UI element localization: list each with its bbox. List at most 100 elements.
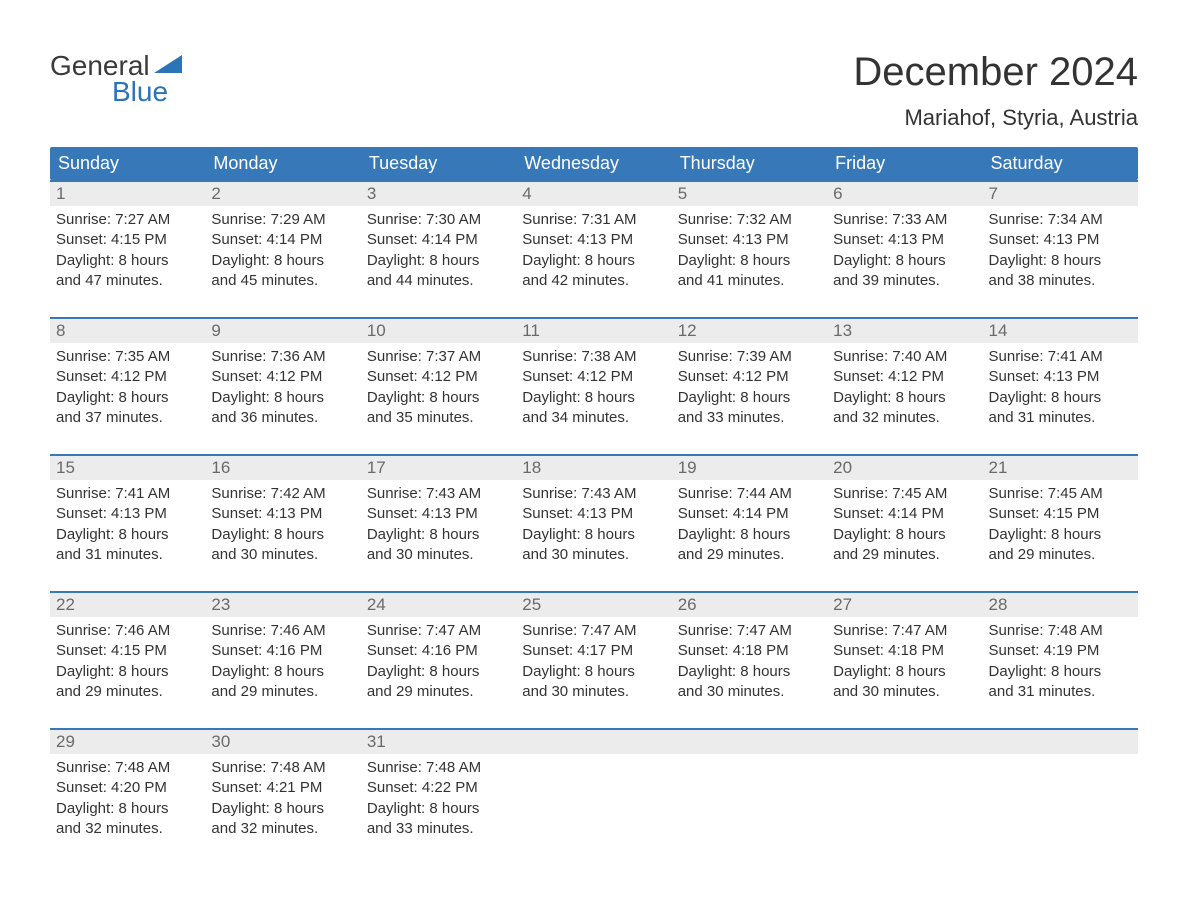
sunrise-line: Sunrise: 7:42 AM bbox=[211, 484, 354, 504]
daylight-line-1: Daylight: 8 hours bbox=[989, 525, 1132, 545]
sunrise-line: Sunrise: 7:46 AM bbox=[56, 621, 199, 641]
day-details: Sunrise: 7:42 AMSunset: 4:13 PMDaylight:… bbox=[205, 480, 360, 571]
daylight-line-2: and 29 minutes. bbox=[989, 545, 1132, 565]
calendar-day: 27Sunrise: 7:47 AMSunset: 4:18 PMDayligh… bbox=[827, 593, 982, 708]
sunrise-line: Sunrise: 7:47 AM bbox=[522, 621, 665, 641]
daylight-line-1: Daylight: 8 hours bbox=[211, 799, 354, 819]
day-number: 22 bbox=[50, 593, 205, 617]
day-details: Sunrise: 7:45 AMSunset: 4:15 PMDaylight:… bbox=[983, 480, 1138, 571]
sunset-line: Sunset: 4:16 PM bbox=[211, 641, 354, 661]
day-details: Sunrise: 7:31 AMSunset: 4:13 PMDaylight:… bbox=[516, 206, 671, 297]
day-details: Sunrise: 7:36 AMSunset: 4:12 PMDaylight:… bbox=[205, 343, 360, 434]
daylight-line-1: Daylight: 8 hours bbox=[367, 799, 510, 819]
weekday-header: Monday bbox=[205, 147, 360, 180]
calendar-day: 8Sunrise: 7:35 AMSunset: 4:12 PMDaylight… bbox=[50, 319, 205, 434]
calendar-day: 6Sunrise: 7:33 AMSunset: 4:13 PMDaylight… bbox=[827, 182, 982, 297]
sunset-line: Sunset: 4:21 PM bbox=[211, 778, 354, 798]
day-details: Sunrise: 7:41 AMSunset: 4:13 PMDaylight:… bbox=[983, 343, 1138, 434]
day-number bbox=[672, 730, 827, 754]
day-details bbox=[827, 754, 982, 764]
calendar-day: 25Sunrise: 7:47 AMSunset: 4:17 PMDayligh… bbox=[516, 593, 671, 708]
sunrise-line: Sunrise: 7:44 AM bbox=[678, 484, 821, 504]
calendar-day: 28Sunrise: 7:48 AMSunset: 4:19 PMDayligh… bbox=[983, 593, 1138, 708]
day-number: 7 bbox=[983, 182, 1138, 206]
calendar-day: 20Sunrise: 7:45 AMSunset: 4:14 PMDayligh… bbox=[827, 456, 982, 571]
day-number: 18 bbox=[516, 456, 671, 480]
calendar-day: 12Sunrise: 7:39 AMSunset: 4:12 PMDayligh… bbox=[672, 319, 827, 434]
calendar-day bbox=[827, 730, 982, 845]
sunset-line: Sunset: 4:15 PM bbox=[56, 230, 199, 250]
daylight-line-1: Daylight: 8 hours bbox=[367, 388, 510, 408]
day-number: 27 bbox=[827, 593, 982, 617]
daylight-line-1: Daylight: 8 hours bbox=[211, 662, 354, 682]
day-number: 8 bbox=[50, 319, 205, 343]
day-number: 16 bbox=[205, 456, 360, 480]
sunset-line: Sunset: 4:14 PM bbox=[211, 230, 354, 250]
sunrise-line: Sunrise: 7:45 AM bbox=[833, 484, 976, 504]
daylight-line-1: Daylight: 8 hours bbox=[367, 251, 510, 271]
daylight-line-2: and 30 minutes. bbox=[833, 682, 976, 702]
day-number: 17 bbox=[361, 456, 516, 480]
sunset-line: Sunset: 4:12 PM bbox=[833, 367, 976, 387]
sunrise-line: Sunrise: 7:43 AM bbox=[522, 484, 665, 504]
sunset-line: Sunset: 4:18 PM bbox=[678, 641, 821, 661]
sunset-line: Sunset: 4:17 PM bbox=[522, 641, 665, 661]
daylight-line-1: Daylight: 8 hours bbox=[989, 388, 1132, 408]
sunset-line: Sunset: 4:20 PM bbox=[56, 778, 199, 798]
sunset-line: Sunset: 4:16 PM bbox=[367, 641, 510, 661]
daylight-line-2: and 31 minutes. bbox=[989, 408, 1132, 428]
sunset-line: Sunset: 4:12 PM bbox=[522, 367, 665, 387]
daylight-line-2: and 33 minutes. bbox=[678, 408, 821, 428]
day-number bbox=[827, 730, 982, 754]
daylight-line-1: Daylight: 8 hours bbox=[678, 525, 821, 545]
day-details: Sunrise: 7:38 AMSunset: 4:12 PMDaylight:… bbox=[516, 343, 671, 434]
sunset-line: Sunset: 4:12 PM bbox=[56, 367, 199, 387]
sunset-line: Sunset: 4:13 PM bbox=[367, 504, 510, 524]
day-number: 2 bbox=[205, 182, 360, 206]
sunrise-line: Sunrise: 7:46 AM bbox=[211, 621, 354, 641]
sunrise-line: Sunrise: 7:32 AM bbox=[678, 210, 821, 230]
sunrise-line: Sunrise: 7:31 AM bbox=[522, 210, 665, 230]
day-details: Sunrise: 7:34 AMSunset: 4:13 PMDaylight:… bbox=[983, 206, 1138, 297]
sunset-line: Sunset: 4:12 PM bbox=[678, 367, 821, 387]
sunset-line: Sunset: 4:12 PM bbox=[367, 367, 510, 387]
calendar-day: 14Sunrise: 7:41 AMSunset: 4:13 PMDayligh… bbox=[983, 319, 1138, 434]
sunset-line: Sunset: 4:18 PM bbox=[833, 641, 976, 661]
sunrise-line: Sunrise: 7:48 AM bbox=[56, 758, 199, 778]
sunset-line: Sunset: 4:13 PM bbox=[989, 230, 1132, 250]
daylight-line-2: and 29 minutes. bbox=[678, 545, 821, 565]
daylight-line-2: and 32 minutes. bbox=[833, 408, 976, 428]
daylight-line-1: Daylight: 8 hours bbox=[678, 251, 821, 271]
daylight-line-2: and 29 minutes. bbox=[211, 682, 354, 702]
day-number: 1 bbox=[50, 182, 205, 206]
logo: General Blue bbox=[50, 50, 182, 108]
daylight-line-2: and 30 minutes. bbox=[522, 682, 665, 702]
calendar-week: 15Sunrise: 7:41 AMSunset: 4:13 PMDayligh… bbox=[50, 454, 1138, 571]
logo-text-2: Blue bbox=[112, 76, 182, 108]
calendar-day: 7Sunrise: 7:34 AMSunset: 4:13 PMDaylight… bbox=[983, 182, 1138, 297]
sunrise-line: Sunrise: 7:30 AM bbox=[367, 210, 510, 230]
daylight-line-1: Daylight: 8 hours bbox=[367, 525, 510, 545]
sunset-line: Sunset: 4:22 PM bbox=[367, 778, 510, 798]
sunset-line: Sunset: 4:14 PM bbox=[367, 230, 510, 250]
day-details: Sunrise: 7:47 AMSunset: 4:18 PMDaylight:… bbox=[672, 617, 827, 708]
calendar-day: 19Sunrise: 7:44 AMSunset: 4:14 PMDayligh… bbox=[672, 456, 827, 571]
daylight-line-2: and 42 minutes. bbox=[522, 271, 665, 291]
calendar-week: 1Sunrise: 7:27 AMSunset: 4:15 PMDaylight… bbox=[50, 180, 1138, 297]
daylight-line-1: Daylight: 8 hours bbox=[56, 662, 199, 682]
daylight-line-2: and 41 minutes. bbox=[678, 271, 821, 291]
sunset-line: Sunset: 4:15 PM bbox=[989, 504, 1132, 524]
daylight-line-2: and 30 minutes. bbox=[522, 545, 665, 565]
daylight-line-1: Daylight: 8 hours bbox=[989, 251, 1132, 271]
sunrise-line: Sunrise: 7:45 AM bbox=[989, 484, 1132, 504]
daylight-line-1: Daylight: 8 hours bbox=[833, 388, 976, 408]
calendar-day: 9Sunrise: 7:36 AMSunset: 4:12 PMDaylight… bbox=[205, 319, 360, 434]
day-details: Sunrise: 7:33 AMSunset: 4:13 PMDaylight:… bbox=[827, 206, 982, 297]
calendar-day: 2Sunrise: 7:29 AMSunset: 4:14 PMDaylight… bbox=[205, 182, 360, 297]
daylight-line-2: and 47 minutes. bbox=[56, 271, 199, 291]
weekday-header: Wednesday bbox=[516, 147, 671, 180]
day-details: Sunrise: 7:46 AMSunset: 4:16 PMDaylight:… bbox=[205, 617, 360, 708]
daylight-line-1: Daylight: 8 hours bbox=[367, 662, 510, 682]
page-title: December 2024 bbox=[853, 50, 1138, 95]
calendar-day: 21Sunrise: 7:45 AMSunset: 4:15 PMDayligh… bbox=[983, 456, 1138, 571]
